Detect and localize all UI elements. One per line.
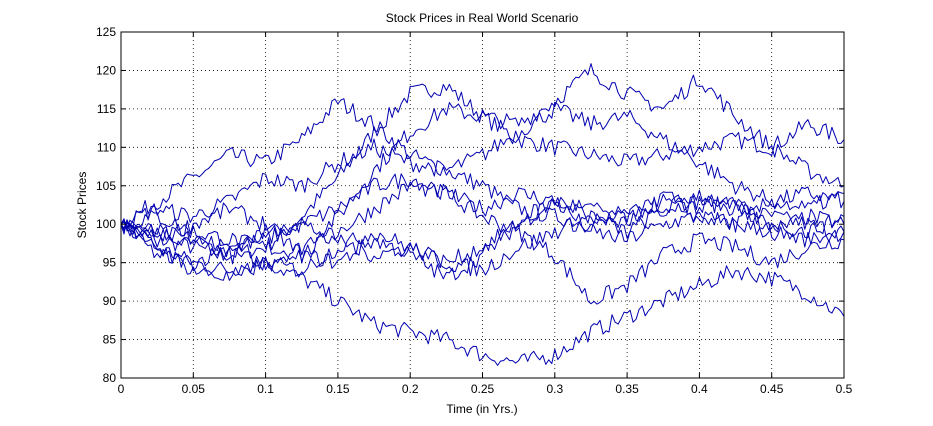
y-axis-label: Stock Prices [75, 172, 89, 239]
x-axis-label: Time (in Yrs.) [446, 402, 517, 416]
y-tick-label: 85 [103, 333, 117, 347]
series-line-1 [120, 83, 845, 261]
series-line-10 [120, 191, 845, 269]
x-tick-label: 0.25 [471, 382, 495, 396]
series-line-5 [120, 101, 845, 230]
series-line-7 [120, 181, 845, 262]
y-tick-label: 105 [96, 179, 116, 193]
y-tick-label: 125 [96, 25, 116, 39]
y-tick-label: 90 [103, 294, 117, 308]
ticks: 0 0.05 0.1 0.15 0.2 0.25 0.3 0.35 0.4 0.45 0.5 80 85… [96, 25, 853, 396]
grid [121, 32, 844, 378]
series-line-9 [120, 189, 845, 281]
x-tick-label: 0.35 [615, 382, 639, 396]
chart-title: Stock Prices in Real World Scenario [386, 11, 579, 25]
x-tick-label: 0.1 [257, 382, 274, 396]
x-tick-label: 0.4 [691, 382, 708, 396]
series-line-3 [120, 221, 845, 366]
y-tick-label: 80 [103, 371, 117, 385]
series-line-4 [120, 63, 845, 271]
x-tick-label: 0.3 [546, 382, 563, 396]
series-group [120, 63, 845, 366]
y-tick-label: 115 [97, 102, 116, 116]
y-tick-label: 100 [96, 217, 116, 231]
y-tick-label: 95 [103, 256, 117, 270]
y-tick-label: 120 [96, 63, 116, 77]
x-tick-label: 0 [118, 382, 125, 396]
x-tick-label: 0.5 [836, 382, 853, 396]
x-tick-label: 0.05 [182, 382, 206, 396]
x-tick-label: 0.15 [326, 382, 350, 396]
series-line-6 [120, 173, 845, 305]
x-tick-label: 0.45 [760, 382, 784, 396]
x-tick-label: 0.2 [402, 382, 419, 396]
series-line-8 [120, 191, 845, 281]
y-tick-label: 110 [97, 140, 116, 154]
series-line-2 [120, 98, 845, 239]
